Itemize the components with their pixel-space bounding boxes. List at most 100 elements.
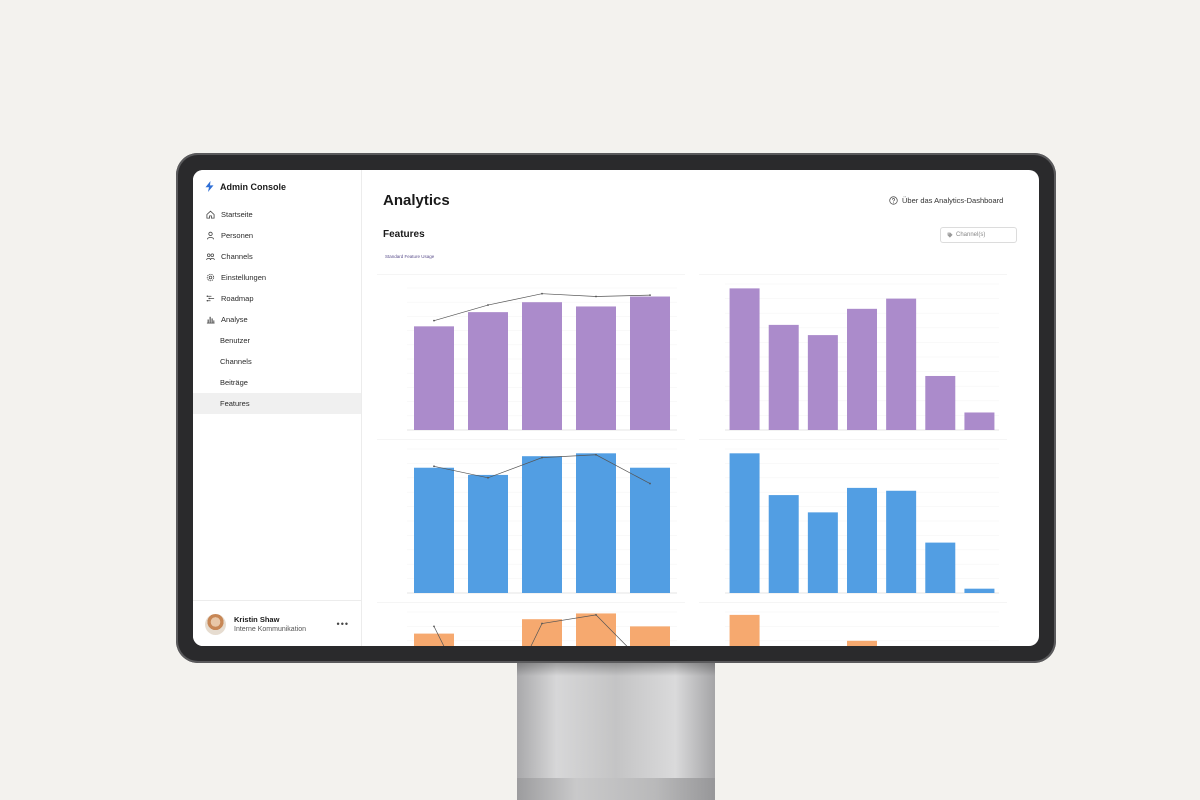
sidebar-subitem-benutzer[interactable]: Benutzer	[193, 330, 361, 351]
avatar	[205, 613, 226, 635]
trend-point	[649, 482, 651, 485]
chart-bar	[630, 296, 670, 430]
chart-panel	[377, 602, 697, 646]
lightning-logo-icon	[205, 181, 214, 192]
chart-bar	[847, 308, 877, 430]
analytics-help-link[interactable]: Über das Analytics-Dashboard	[889, 196, 1003, 205]
chart-bar	[630, 467, 670, 593]
chart-panel	[699, 274, 1017, 440]
bar-chart	[699, 439, 1007, 594]
chart-bar	[522, 456, 562, 593]
trend-point	[541, 456, 543, 459]
monitor-foot	[517, 778, 715, 800]
profile-role: Interne Kommunikation	[234, 626, 306, 633]
page-title: Analytics	[383, 192, 450, 209]
sidebar-item-label: Channels	[220, 357, 252, 366]
chart-group-heading: Standard Feature Usage	[385, 254, 435, 259]
roadmap-icon	[206, 295, 215, 302]
chart-bar	[576, 306, 616, 430]
sidebar-item-roadmap[interactable]: Roadmap	[193, 288, 361, 309]
chart-bar	[807, 335, 838, 430]
chart-bar	[414, 467, 454, 593]
chart-bar	[768, 324, 799, 430]
sidebar-item-startseite[interactable]: Startseite	[193, 204, 361, 225]
person-icon	[206, 231, 215, 240]
chart-bar	[807, 512, 838, 593]
chart-bar	[847, 487, 877, 593]
sidebar: Admin Console Startseite Personen Channe…	[193, 170, 362, 646]
chart-bar	[468, 312, 508, 430]
chart-bar	[630, 626, 670, 646]
trend-point	[433, 625, 435, 628]
chart-panel	[699, 439, 1017, 603]
sidebar-item-label: Startseite	[221, 210, 253, 219]
sidebar-item-personen[interactable]: Personen	[193, 225, 361, 246]
trend-point	[541, 292, 543, 295]
channel-filter-placeholder: Channel(s)	[956, 232, 986, 238]
sidebar-item-label: Analyse	[221, 315, 248, 324]
tag-icon	[947, 232, 953, 238]
chart-bar	[522, 302, 562, 430]
profile-name: Kristin Shaw	[234, 615, 280, 624]
trend-point	[487, 304, 489, 306]
chart-bar	[729, 288, 760, 430]
bar-chart-icon	[206, 316, 215, 324]
sidebar-item-label: Roadmap	[221, 294, 254, 303]
channels-icon	[206, 253, 215, 261]
sidebar-item-label: Personen	[221, 231, 254, 240]
sidebar-item-label: Einstellungen	[221, 273, 267, 282]
sidebar-item-label: Benutzer	[220, 336, 251, 345]
sidebar-nav: Startseite Personen Channels Einstellung…	[193, 204, 361, 414]
trend-point	[487, 476, 489, 479]
bar-chart	[377, 274, 685, 431]
chart-bar	[925, 542, 956, 593]
chart-bar	[886, 490, 917, 593]
profile-card[interactable]: Kristin Shaw Interne Kommunikation •••	[193, 600, 361, 646]
chart-bar	[414, 326, 454, 430]
app-title: Admin Console	[220, 181, 287, 192]
sidebar-item-analyse[interactable]: Analyse	[193, 309, 361, 330]
bar-chart	[377, 602, 685, 646]
trend-point	[595, 613, 597, 616]
chart-panel	[377, 274, 697, 440]
sidebar-subitem-beitraege[interactable]: Beiträge	[193, 372, 361, 393]
trend-point	[595, 295, 597, 298]
chart-bar	[729, 453, 760, 593]
trend-point	[433, 465, 435, 468]
monitor-screen: Admin Console Startseite Personen Channe…	[193, 170, 1039, 646]
chart-bar	[414, 633, 454, 646]
trend-point	[541, 622, 543, 625]
chart-panel	[377, 439, 697, 603]
gear-icon	[206, 273, 215, 282]
sidebar-item-channels[interactable]: Channels	[193, 246, 361, 267]
sidebar-subitem-features[interactable]: Features	[193, 393, 361, 414]
sidebar-item-label: Beiträge	[220, 378, 248, 387]
chart-bar	[964, 412, 995, 430]
chart-bar	[729, 614, 760, 646]
chart-panel	[699, 602, 1017, 646]
sidebar-item-label: Features	[220, 399, 250, 408]
chart-bar	[847, 640, 877, 646]
bar-chart	[699, 274, 1007, 431]
sidebar-subitem-channels[interactable]: Channels	[193, 351, 361, 372]
chart-bar	[576, 613, 616, 646]
trend-point	[649, 294, 651, 296]
chart-bar	[576, 453, 616, 593]
bar-chart	[699, 602, 1007, 646]
more-options-button[interactable]: •••	[336, 619, 349, 629]
chart-bar	[886, 298, 917, 430]
sidebar-item-einstellungen[interactable]: Einstellungen	[193, 267, 361, 288]
brand[interactable]: Admin Console	[205, 181, 286, 192]
chart-bar	[768, 495, 799, 593]
trend-point	[595, 453, 597, 456]
monitor-stand	[517, 662, 715, 800]
home-icon	[206, 210, 215, 219]
section-title: Features	[383, 229, 425, 240]
chart-bar	[468, 474, 508, 593]
bar-chart	[377, 439, 685, 594]
chart-bar	[925, 375, 956, 430]
help-link-label: Über das Analytics-Dashboard	[902, 196, 1004, 205]
main-content: Analytics Über das Analytics-Dashboard F…	[361, 170, 1039, 646]
channel-filter-select[interactable]: Channel(s)	[940, 227, 1017, 243]
monitor-stand-shadow	[517, 662, 715, 676]
